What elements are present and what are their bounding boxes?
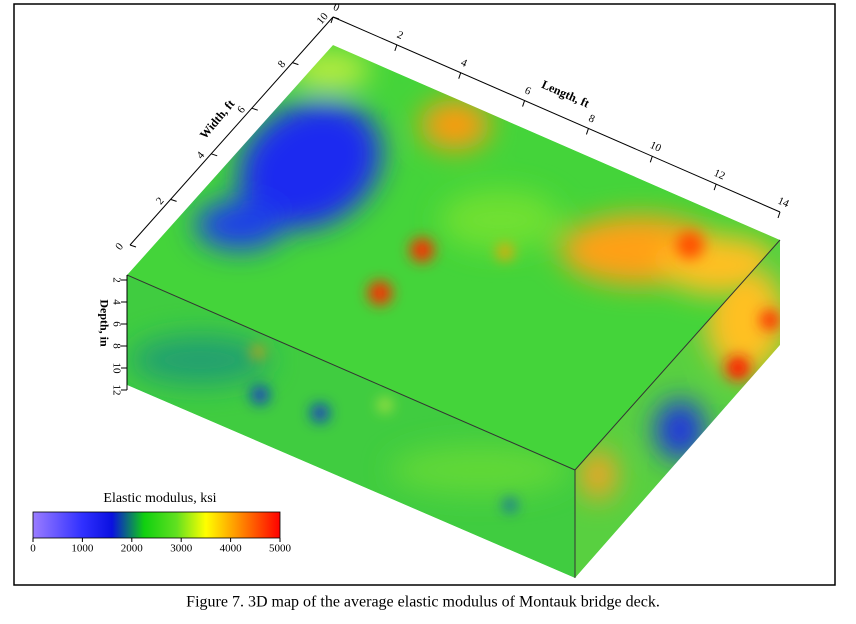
colorbar-tick-label: 5000 [269,543,292,555]
x-tick [585,128,589,135]
x-tick-label: 12 [712,167,727,182]
colorbar-tick-label: 4000 [220,543,243,555]
y-tick [129,244,137,248]
x-axis-title: Length, ft [540,77,592,110]
y-tick [211,153,218,157]
z-tick-label: 2 [110,277,122,283]
x-tick [777,211,781,219]
top-face [127,45,780,470]
axes [126,16,781,390]
z-axis-title: Depth, in [97,299,111,347]
x-tick [522,100,526,107]
x-tick-label: 8 [587,112,597,125]
x-tick [394,44,398,52]
colorbar-tick-label: 2000 [121,543,144,555]
x-tick [458,72,462,79]
caption: Figure 7. 3D map of the average elastic … [186,594,660,611]
y-tick [251,107,258,111]
x-tick [649,156,653,163]
z-tick-label: 4 [110,299,122,305]
y-tick-label: 0 [113,240,126,252]
x-tick-label: 6 [523,85,533,98]
x-tick-label: 10 [648,139,663,155]
x-tick-label: 0 [331,1,341,14]
frame [13,3,836,586]
colorbar [32,511,281,539]
y-axis-title: Width, ft [197,97,238,142]
y-tick [170,198,177,202]
z-tick-label: 6 [110,321,122,327]
z-tick-label: 12 [110,385,122,396]
box-edges [126,239,781,578]
y-tick-label: 10 [315,10,332,27]
colorbar-tick-label: 1000 [71,543,94,555]
x-tick-label: 2 [395,29,405,42]
front-face [127,275,575,578]
x-tick-label: 14 [776,195,791,211]
y-tick-label: 2 [154,195,167,207]
y-tick [292,62,299,66]
colorbar-tick-label: 3000 [170,543,193,555]
colorbar-tick-label: 0 [30,543,36,555]
y-tick [332,16,340,20]
x-tick-label: 4 [459,57,469,70]
z-tick-label: 8 [110,343,122,349]
colorbar-title: Elastic modulus, ksi [103,491,216,506]
z-tick-label: 10 [110,363,122,375]
x-tick [330,16,334,24]
x-tick [713,183,717,191]
